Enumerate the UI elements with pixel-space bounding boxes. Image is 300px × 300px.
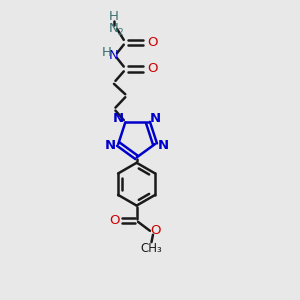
Text: N: N (104, 139, 116, 152)
Text: N: N (150, 112, 161, 125)
Text: 2: 2 (118, 28, 124, 37)
Text: O: O (151, 224, 161, 237)
Text: H: H (102, 46, 112, 59)
Text: N: N (109, 49, 119, 62)
Text: O: O (147, 62, 157, 76)
Text: CH₃: CH₃ (141, 242, 162, 255)
Text: O: O (109, 214, 120, 227)
Text: N: N (109, 22, 119, 35)
Text: N: N (158, 139, 169, 152)
Text: N: N (112, 112, 123, 125)
Text: O: O (147, 36, 157, 49)
Text: H: H (109, 11, 119, 23)
